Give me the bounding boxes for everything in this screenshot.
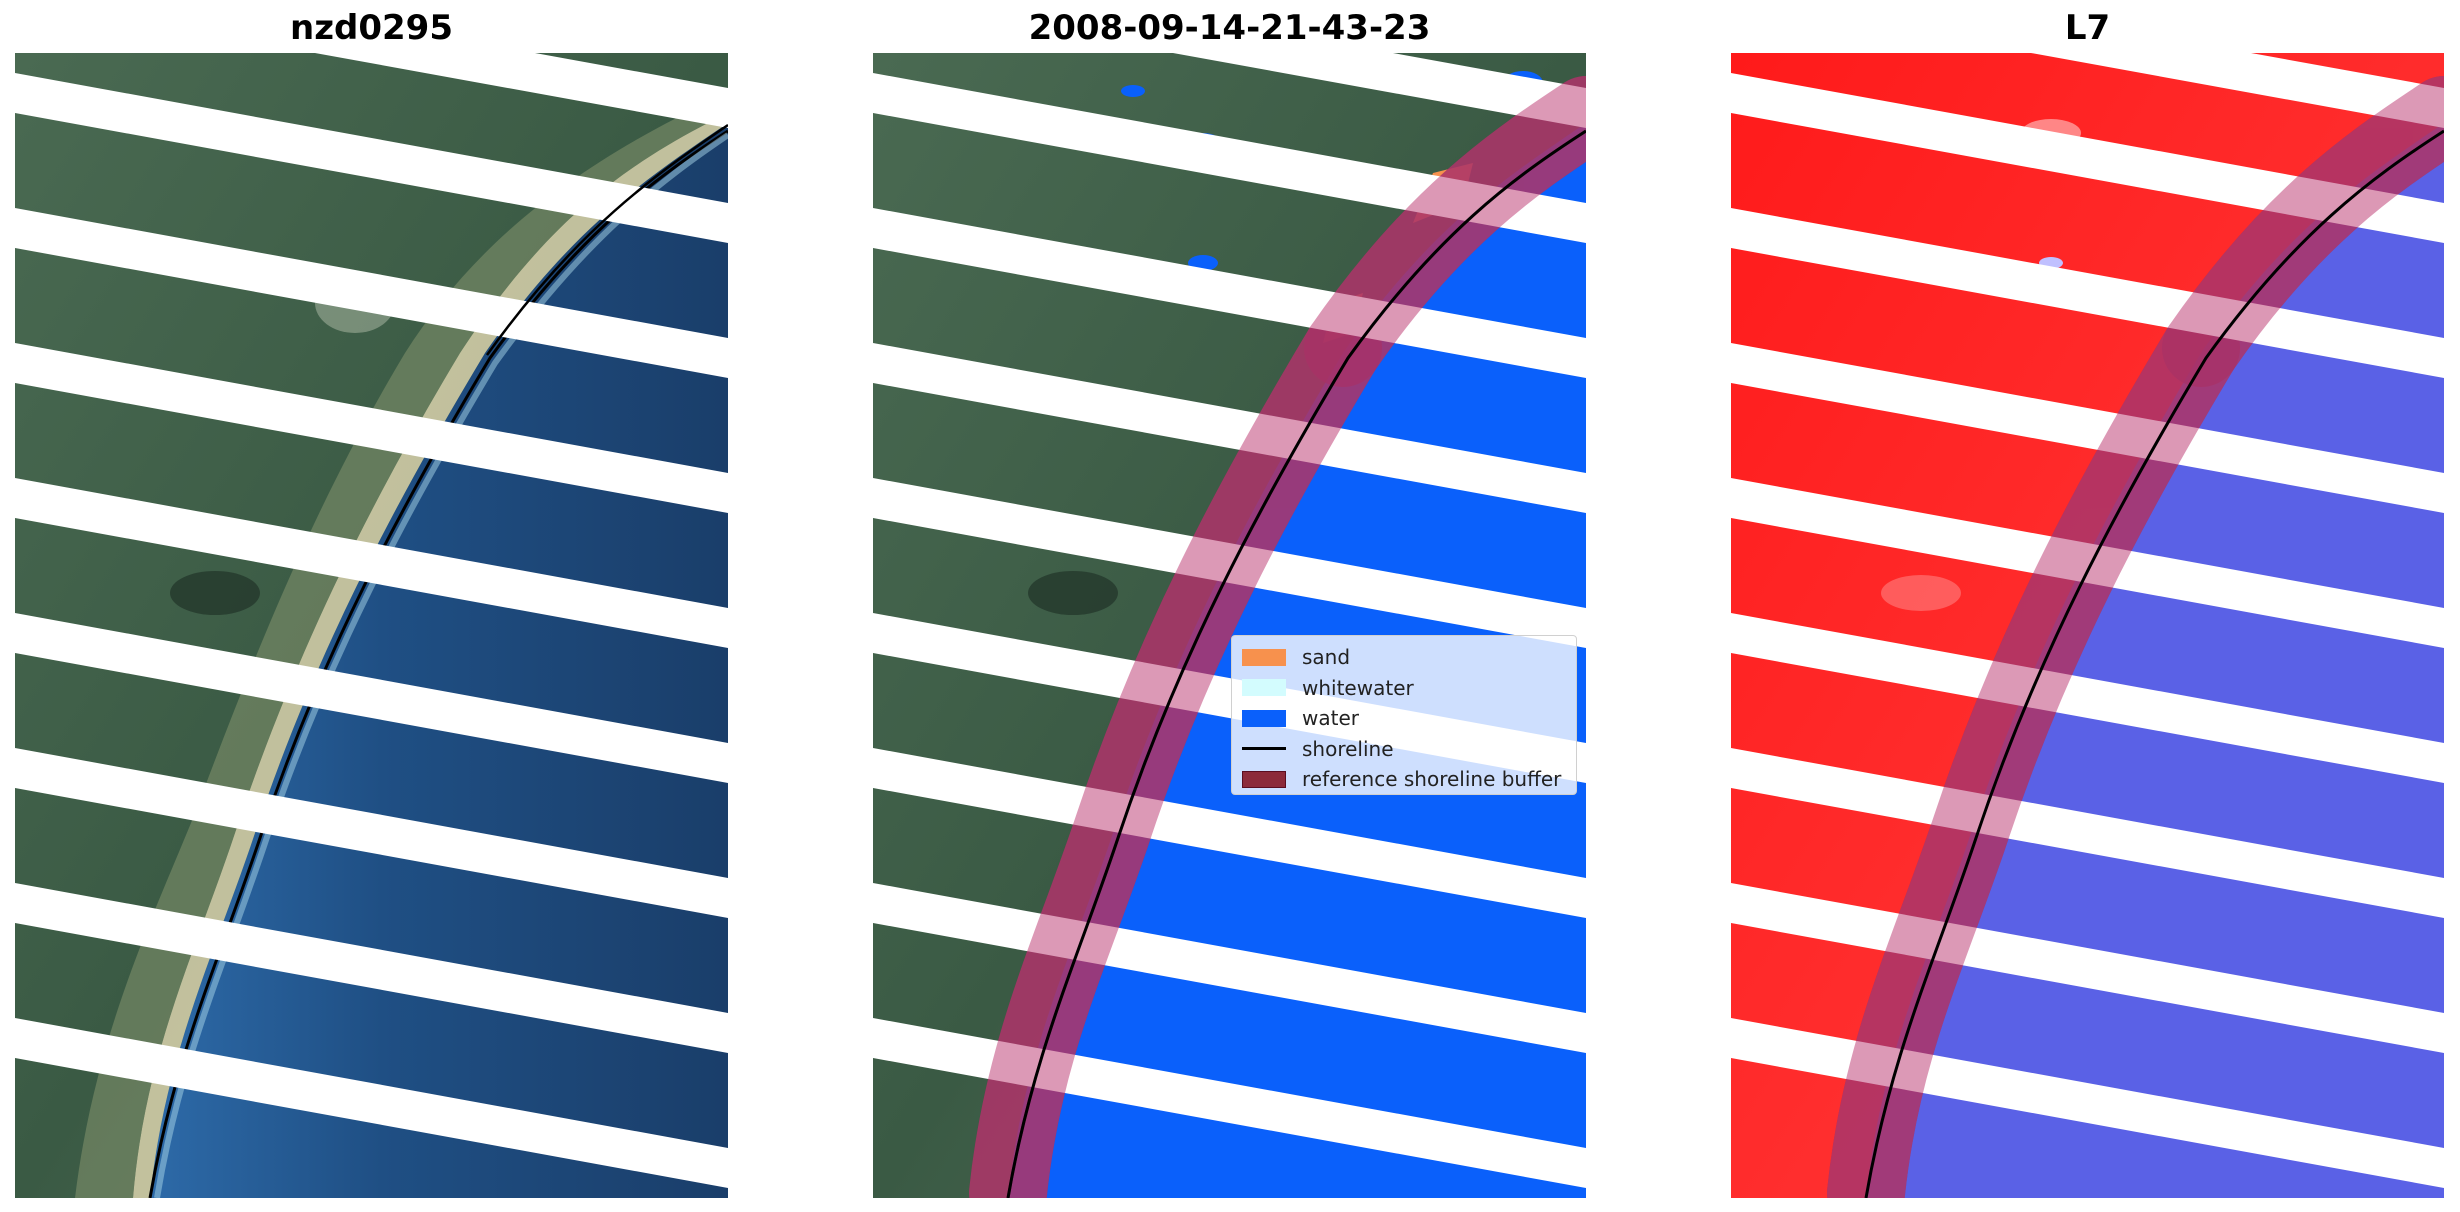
legend-label: water xyxy=(1302,706,1359,731)
rgb-image-panel xyxy=(15,53,728,1198)
legend-item-buffer: reference shoreline buffer xyxy=(1242,764,1566,795)
legend-label: shoreline xyxy=(1302,736,1394,761)
legend-item-water: water xyxy=(1242,703,1566,734)
panel-title-1: nzd0295 xyxy=(290,8,453,48)
water-swatch xyxy=(1242,709,1286,727)
sand-swatch xyxy=(1242,648,1286,666)
legend-label: whitewater xyxy=(1302,675,1414,700)
legend-item-sand: sand xyxy=(1242,642,1566,673)
legend-item-shoreline: shoreline xyxy=(1242,734,1566,765)
classified-image-panel xyxy=(873,53,1586,1198)
rgb-image xyxy=(15,53,728,1198)
legend-item-whitewater: whitewater xyxy=(1242,673,1566,704)
index-image xyxy=(1731,53,2444,1198)
buffer-swatch xyxy=(1242,770,1286,788)
whitewater-swatch xyxy=(1242,679,1286,697)
legend-label: reference shoreline buffer xyxy=(1302,767,1562,792)
panel-title-3: L7 xyxy=(2064,8,2111,48)
index-image-panel xyxy=(1731,53,2444,1198)
panel-title-2: 2008-09-14-21-43-23 xyxy=(1028,8,1431,48)
classified-image xyxy=(873,53,1586,1198)
legend-label: sand xyxy=(1302,645,1351,670)
legend: sand whitewater water shoreline referenc… xyxy=(1231,635,1577,795)
shoreline-line-swatch xyxy=(1242,747,1286,751)
